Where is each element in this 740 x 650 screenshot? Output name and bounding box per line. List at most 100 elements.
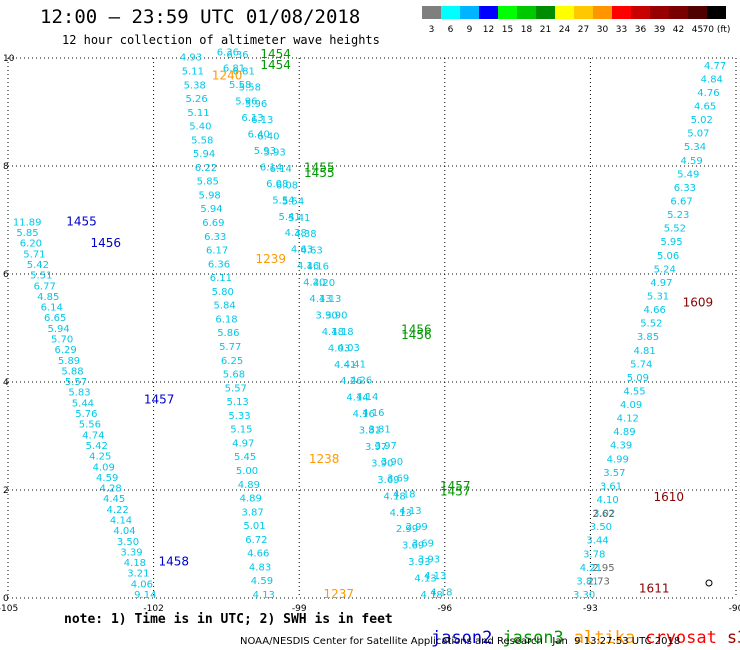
track-d-value: 3.69 — [412, 538, 434, 549]
track-a-value: 5.57 — [65, 377, 87, 388]
track-d-value: 6.14 — [270, 164, 292, 175]
track-a-value: 5.76 — [75, 409, 97, 420]
track-d-value: 5.54 — [272, 195, 294, 206]
scale-swatch — [631, 6, 650, 19]
track-b-value: 5.80 — [212, 287, 234, 298]
scale-swatch — [688, 6, 707, 19]
track-d-value: 6.08 — [276, 180, 298, 191]
track-c-value: 3.02 — [593, 509, 615, 520]
track-b-value: 4.13 — [253, 590, 275, 601]
track-b-value: 5.33 — [228, 411, 250, 422]
x-tick-label: -96 — [437, 604, 452, 614]
track-b-value: 4.93 — [180, 53, 202, 64]
track-b-value: 5.26 — [185, 94, 207, 105]
track-c-value: 5.49 — [677, 169, 699, 180]
track-b-value: 5.85 — [197, 177, 219, 188]
track-grey-value: 2.73 — [588, 577, 610, 588]
track-d-value: 4.26 — [350, 376, 372, 387]
track-d-value: 6.81 — [233, 66, 255, 77]
scale-label: 33 — [616, 25, 627, 35]
track-b-value: 5.13 — [227, 397, 249, 408]
track-b-value: 6.25 — [221, 356, 243, 367]
track-b-value: 6.22 — [195, 163, 217, 174]
track-b-value: 5.94 — [193, 149, 215, 160]
track-b-value: 5.68 — [223, 370, 245, 381]
time-label: 1240 — [212, 69, 243, 83]
track-a-value: 4.25 — [89, 452, 111, 463]
track-a-value: 3.21 — [127, 569, 149, 580]
time-label: 1456 — [91, 236, 122, 250]
track-c-value: 3.85 — [637, 332, 659, 343]
track-c-value: 4.12 — [617, 414, 639, 425]
track-a-value: 5.51 — [30, 271, 52, 282]
y-tick-label: 10 — [3, 54, 15, 64]
track-b-value: 5.00 — [236, 466, 258, 477]
track-d-value: 4.63 — [291, 245, 313, 256]
legend-cryosat: cryosat — [645, 628, 717, 648]
track-b-value: 5.77 — [219, 342, 241, 353]
legend-altika: altika — [573, 628, 636, 648]
track-d-value: 4.38 — [294, 229, 316, 240]
scale-swatch — [498, 6, 517, 19]
track-c-value: 5.09 — [627, 373, 649, 384]
track-c-value: 6.67 — [670, 196, 692, 207]
track-d-value: 4.18 — [430, 587, 452, 598]
track-b-value: 6.11 — [210, 273, 232, 284]
x-tick-label: -90 — [729, 604, 740, 614]
track-a-value: 4.74 — [82, 430, 104, 441]
track-d-value: 3.97 — [365, 442, 387, 453]
track-c-value: 4.77 — [704, 61, 726, 72]
legend-jason3: jason3 — [502, 628, 564, 648]
time-label: 1458 — [158, 555, 189, 569]
track-b-value: 4.89 — [240, 494, 262, 505]
track-a-value: 4.18 — [124, 558, 146, 569]
track-c-value: 4.97 — [650, 278, 672, 289]
track-c-value: 5.52 — [640, 319, 662, 330]
time-label: 1239 — [256, 252, 287, 266]
scale-swatch — [422, 6, 441, 19]
track-d-value: 4.16 — [362, 408, 384, 419]
satellite-legend: jason2 jason3 altika cryosat s3a — [390, 608, 740, 650]
scale-label: 3 — [429, 25, 435, 35]
scale-swatch — [593, 6, 612, 19]
track-b-value: 5.84 — [213, 301, 235, 312]
time-label: 1611 — [639, 582, 670, 596]
track-b-value: 5.94 — [200, 204, 222, 215]
track-d-value: 3.93 — [418, 555, 440, 566]
scale-swatch — [479, 6, 498, 19]
track-c-value: 3.44 — [586, 536, 608, 547]
x-tick-label: -99 — [292, 604, 307, 614]
time-label: 1454 — [260, 47, 291, 61]
note-text: note: 1) Time is in UTC; 2) SWH is in fe… — [64, 612, 393, 627]
scale-swatch — [574, 6, 593, 19]
time-label: 1457 — [440, 484, 471, 498]
scale-label: 21 — [540, 25, 551, 35]
track-d-value: 5.41 — [278, 212, 300, 223]
track-d-value: 4.20 — [303, 278, 325, 289]
track-c-value: 3.50 — [590, 522, 612, 533]
track-c-value: 3.30 — [573, 590, 595, 601]
scale-label: 12 — [483, 25, 494, 35]
track-b-value: 5.15 — [230, 425, 252, 436]
track-d-value: 4.26 — [340, 376, 362, 387]
track-b-value: 3.87 — [241, 507, 263, 518]
track-d-value: 4.14 — [346, 393, 368, 404]
scale-swatch — [536, 6, 555, 19]
track-b-value: 6.69 — [202, 218, 224, 229]
scale-swatch — [441, 6, 460, 19]
y-tick-label: 6 — [3, 270, 9, 280]
track-d-value: 6.08 — [266, 179, 288, 190]
track-a-value: 5.85 — [16, 228, 38, 239]
track-d-value: 3.69 — [377, 475, 399, 486]
track-a-value: 5.89 — [58, 356, 80, 367]
track-a-value: 5.44 — [72, 398, 94, 409]
x-tick-label: -102 — [143, 604, 163, 614]
track-d-value: 6.36 — [226, 50, 248, 61]
track-c-value: 4.76 — [697, 88, 719, 99]
track-a-value: 11.89 — [13, 217, 42, 228]
track-a-value: 3.50 — [117, 537, 139, 548]
track-d-value: 3.90 — [371, 458, 393, 469]
time-label: 1237 — [323, 587, 354, 601]
track-a-value: 5.56 — [79, 420, 101, 431]
